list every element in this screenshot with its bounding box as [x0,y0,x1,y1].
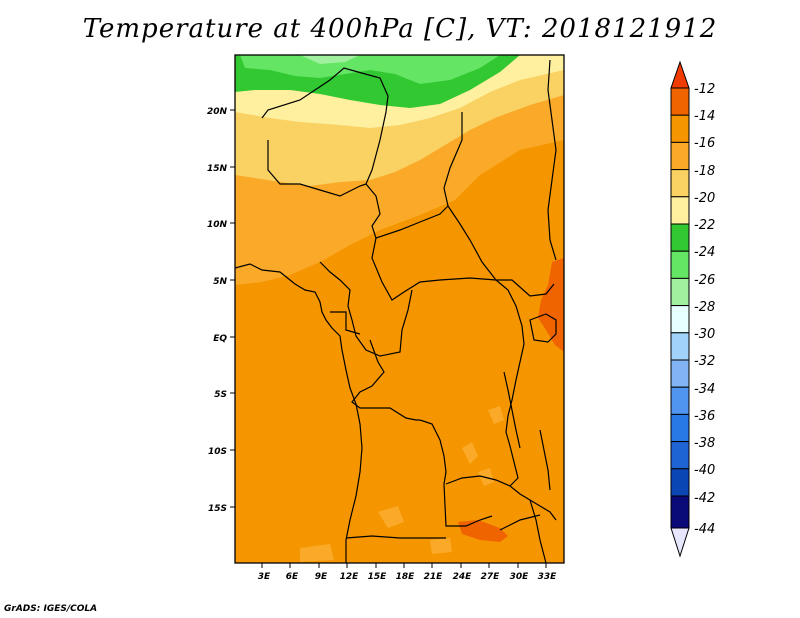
colorbar-label: -38 [694,436,715,451]
lon-label: 33E [538,572,558,582]
colorbar-label: -12 [694,82,715,97]
colorbar-bin [670,413,690,443]
colorbar-label: -36 [694,409,715,424]
colorbar-bin [670,332,690,361]
east-coast [547,59,557,261]
colorbar-top-arrow [670,60,690,89]
lake-victoria [529,313,557,343]
colorbar-label: -14 [694,109,715,124]
temperature-field [235,55,564,563]
colorbar-bin [670,468,690,497]
colorbar-label: -24 [694,245,715,260]
band-minus26 [240,55,500,84]
colorbar-bin [670,87,690,116]
colorbar-label: -34 [694,382,715,397]
colorbar-bin [670,386,690,415]
sahel-line [267,140,555,301]
colorbar-label: -32 [694,354,715,369]
drc-east [495,279,525,487]
lake-malawi [539,429,551,491]
lat-label: 15S [208,504,227,514]
colorbar-label: -16 [694,136,715,151]
colorbar-label: -30 [694,327,715,342]
colorbar-bin [670,223,690,252]
southeast-border [529,499,547,563]
lon-label: 9E [315,572,328,582]
colorbar-bin [670,141,690,171]
colorbar-bin [670,169,690,198]
colorbar-label: -42 [694,491,715,506]
lat-label: 10S [208,447,227,457]
central-border [375,205,449,239]
warm-spot-south [458,520,508,542]
lat-label: 5N [213,277,227,287]
colorbar-bin [670,114,690,143]
angola-border [419,419,493,527]
colorbar-bin [670,250,690,279]
colorbar-bin [670,441,690,470]
map-frame [234,54,565,564]
lon-label: 30E [510,572,530,582]
lon-label: 27E [481,572,501,582]
colorbar-bin [670,196,690,225]
drc-west [351,339,420,421]
colorbar-label: -20 [694,191,715,206]
warm-spot-east [538,258,564,352]
north-border [261,67,389,185]
lon-label: 18E [396,572,416,582]
colorbar-label: -22 [694,218,715,233]
lon-label: 3E [258,572,271,582]
colorbar-bin [670,359,690,388]
lon-label: 15E [368,572,388,582]
colorbar: -12 -14 -16 -18 -20 -22 -24 -26 -28 -30 … [670,60,715,558]
lat-label: 20N [207,107,228,117]
colorbar-label: -40 [694,463,715,478]
colorbar-label: -44 [694,522,715,537]
south-inner [499,514,541,531]
colorbar-label: -26 [694,273,715,288]
lat-label: 5S [214,390,227,400]
south-border [345,535,446,539]
axis-ticks [230,109,547,568]
credit-label: GrADS: IGES/COLA [4,604,98,614]
colorbar-bottom-arrow [670,527,690,558]
lon-label: 12E [340,572,360,582]
colorbar-bin [670,305,690,334]
lake-tanganyika [503,371,521,449]
lon-label: 24E [453,572,473,582]
colorbar-bin [670,495,690,529]
lat-label: 10N [207,220,228,230]
borders [235,59,557,563]
colorbar-label: -28 [694,300,715,315]
colorbar-label: -18 [694,164,715,179]
map-title: Temperature at 400hPa [C], VT: 201812191… [82,14,718,44]
lat-label: EQ [213,334,227,344]
lat-label: 15N [207,164,228,174]
west-africa-coast [235,263,363,563]
gabon-border [330,311,361,335]
zambia-border [445,475,557,521]
lon-label: 21E [424,572,444,582]
band-light-green [300,55,360,64]
cameroon-border [319,261,413,357]
lon-label: 6E [286,572,299,582]
colorbar-bin [670,277,690,307]
